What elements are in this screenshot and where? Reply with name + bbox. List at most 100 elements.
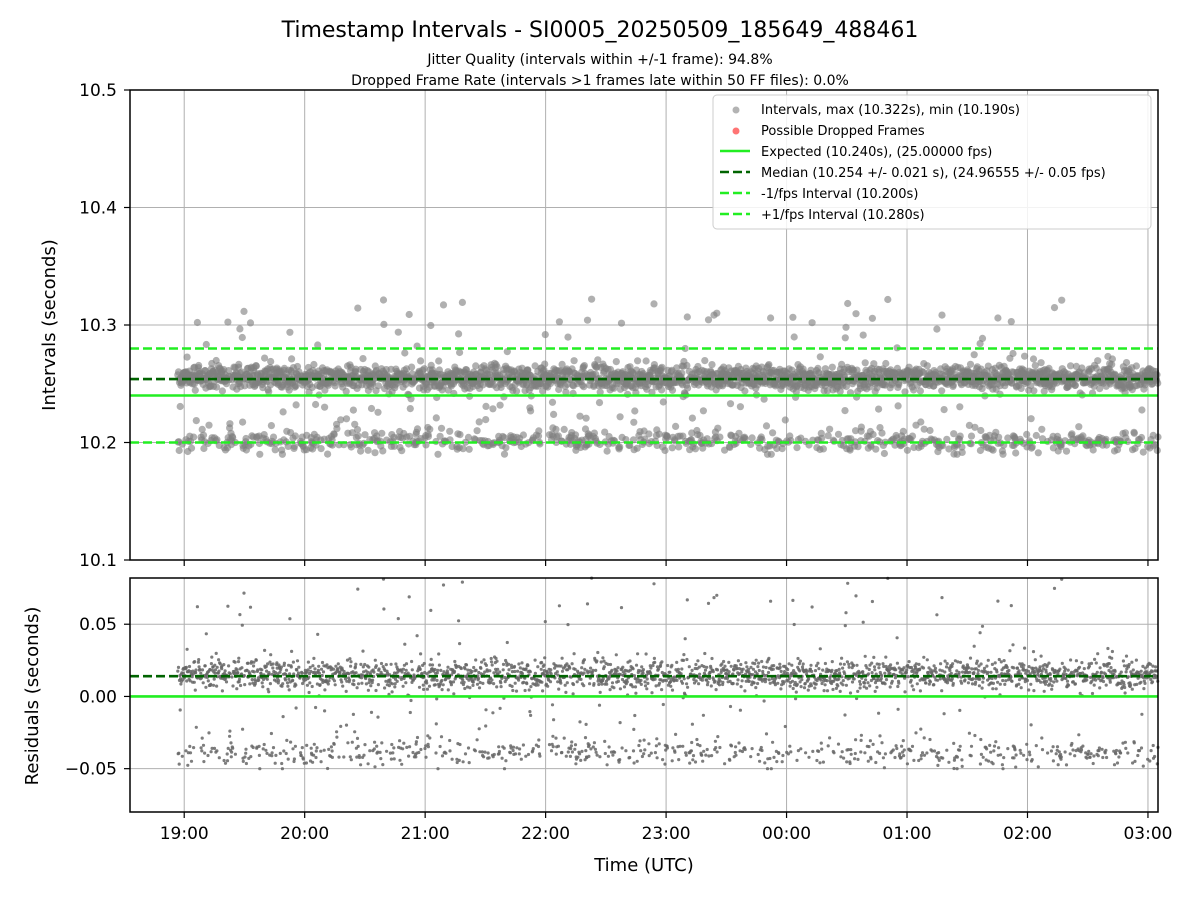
residual-point — [201, 668, 204, 671]
residual-point — [540, 668, 543, 671]
residual-point — [772, 664, 775, 667]
residual-point — [327, 682, 330, 685]
residual-point — [632, 667, 635, 670]
residual-point — [472, 666, 475, 669]
residual-point — [756, 665, 759, 668]
residual-point — [231, 684, 234, 687]
interval-point — [645, 430, 652, 437]
residual-point — [265, 752, 268, 755]
residual-point — [645, 652, 648, 655]
residual-point — [477, 677, 480, 680]
residual-point — [617, 680, 620, 683]
residual-point — [378, 667, 381, 670]
interval-point — [414, 425, 421, 432]
residual-point — [424, 756, 427, 759]
residual-point — [811, 750, 814, 753]
residual-point — [393, 685, 396, 688]
residual-point — [647, 742, 650, 745]
residual-point — [491, 663, 494, 666]
residual-point — [400, 670, 403, 673]
residual-point — [373, 741, 376, 744]
residual-point — [352, 679, 355, 682]
residual-point — [429, 609, 432, 612]
residual-point — [673, 751, 676, 754]
interval-point — [675, 443, 682, 450]
residual-point — [332, 668, 335, 671]
interval-point — [407, 405, 414, 412]
residual-point — [837, 743, 840, 746]
interval-point — [552, 426, 559, 433]
residual-point — [245, 762, 248, 765]
residual-point — [305, 761, 308, 764]
residual-point — [552, 745, 555, 748]
residual-point — [691, 758, 694, 761]
residual-point — [624, 749, 627, 752]
residual-point — [282, 749, 285, 752]
residual-point — [852, 664, 855, 667]
residual-point — [400, 763, 403, 766]
residual-point — [398, 759, 401, 762]
residual-point — [290, 665, 293, 668]
residual-point — [691, 723, 694, 726]
residual-point — [280, 762, 283, 765]
residual-point — [594, 669, 597, 672]
residual-point — [558, 604, 561, 607]
residual-point — [249, 755, 252, 758]
residual-point — [492, 682, 495, 685]
residual-point — [349, 660, 352, 663]
interval-point — [926, 427, 933, 434]
residual-point — [524, 689, 527, 692]
residual-point — [777, 752, 780, 755]
residual-point — [314, 706, 317, 709]
residual-point — [317, 669, 320, 672]
residual-point — [222, 663, 225, 666]
interval-point — [239, 419, 246, 426]
residual-point — [340, 680, 343, 683]
residual-point — [282, 715, 285, 718]
residual-point — [859, 683, 862, 686]
residual-point — [251, 678, 254, 681]
interval-point — [203, 341, 210, 348]
residual-point — [718, 746, 721, 749]
residual-point — [355, 671, 358, 674]
interval-point — [768, 451, 775, 458]
residual-point — [502, 663, 505, 666]
residual-point — [604, 752, 607, 755]
residual-point — [677, 668, 680, 671]
residual-point — [423, 747, 426, 750]
interval-point — [455, 330, 462, 337]
residual-point — [839, 690, 842, 693]
residual-point — [379, 751, 382, 754]
interval-point — [884, 296, 891, 303]
residual-point — [762, 665, 765, 668]
residual-point — [305, 744, 308, 747]
residual-point — [621, 666, 624, 669]
residual-point — [791, 680, 794, 683]
residual-point — [623, 672, 626, 675]
residual-point — [272, 746, 275, 749]
residual-point — [290, 650, 293, 653]
residual-point — [287, 678, 290, 681]
residual-point — [431, 663, 434, 666]
residual-point — [243, 674, 246, 677]
residual-point — [517, 662, 520, 665]
residual-point — [600, 683, 603, 686]
residual-point — [643, 748, 646, 751]
residual-point — [872, 743, 875, 746]
residual-point — [665, 679, 668, 682]
residual-point — [792, 687, 795, 690]
residual-point — [499, 681, 502, 684]
interval-point — [878, 430, 885, 437]
residual-point — [248, 682, 251, 685]
residual-point — [529, 685, 532, 688]
interval-point — [497, 402, 504, 409]
residual-point — [623, 685, 626, 688]
residual-point — [798, 669, 801, 672]
interval-point — [312, 401, 319, 408]
residual-point — [509, 751, 512, 754]
residual-point — [315, 746, 318, 749]
residual-point — [813, 686, 816, 689]
residual-point — [444, 752, 447, 755]
residual-point — [740, 670, 743, 673]
residual-point — [226, 752, 229, 755]
